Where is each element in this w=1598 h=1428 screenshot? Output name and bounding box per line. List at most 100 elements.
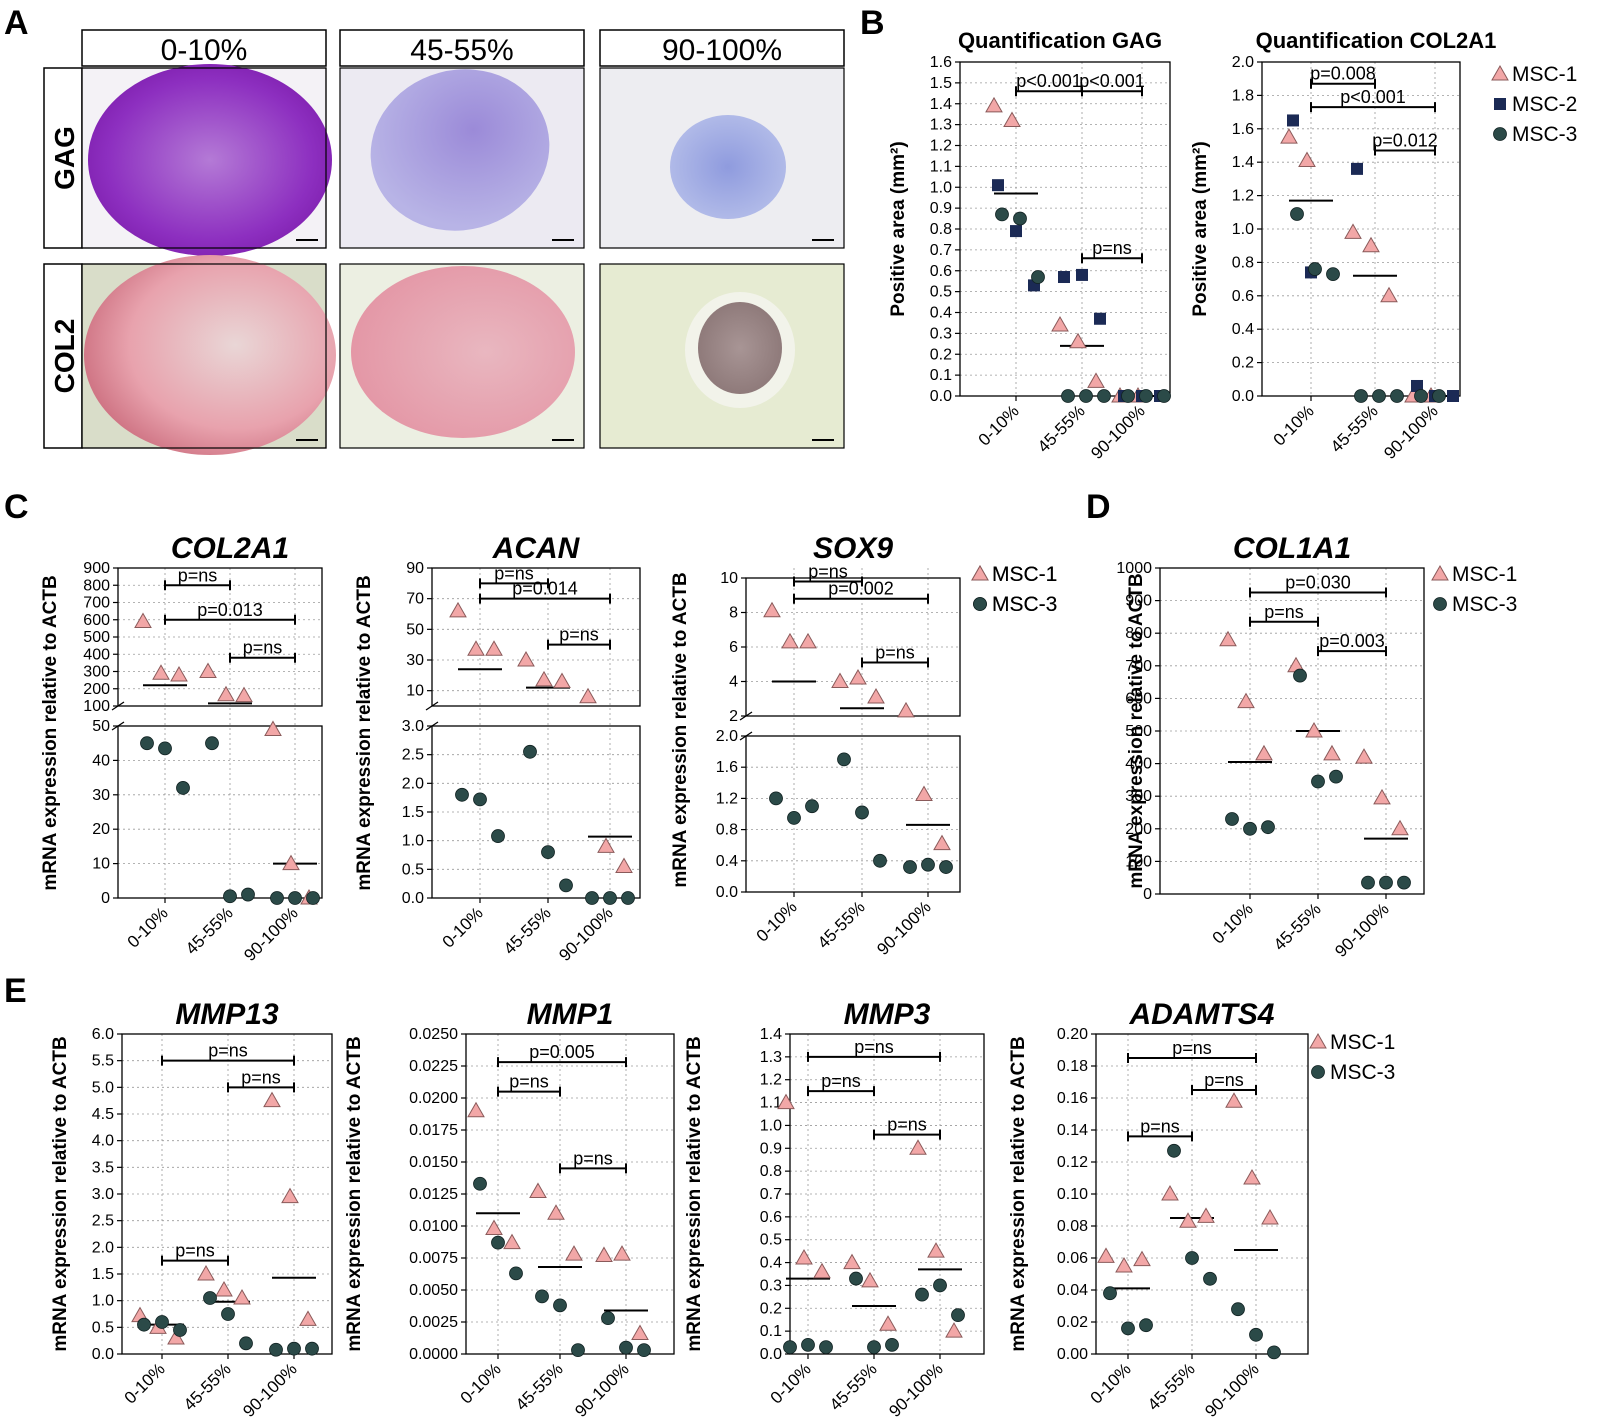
data-point-msc-3 bbox=[783, 1340, 797, 1355]
y-tick-label: 0.4 bbox=[930, 305, 952, 322]
data-point-msc-1 bbox=[1362, 236, 1380, 253]
data-point-msc-1 bbox=[1133, 1250, 1151, 1267]
y-tick-label: 0.0025 bbox=[409, 1314, 458, 1331]
y-tick-label: 1.0 bbox=[402, 833, 424, 850]
data-point-msc-1 bbox=[795, 1248, 813, 1265]
p-value-label: p=ns bbox=[1092, 238, 1132, 258]
y-tick-label: 10 bbox=[406, 683, 424, 700]
p-value-label: p=ns bbox=[559, 625, 599, 645]
data-point-msc-3 bbox=[1061, 389, 1075, 403]
data-point-msc-3 bbox=[509, 1266, 523, 1281]
data-point-msc-1 bbox=[1391, 819, 1409, 836]
y-tick-label: 0.16 bbox=[1057, 1090, 1088, 1107]
data-point-msc-1 bbox=[615, 857, 633, 873]
data-point-msc-1 bbox=[170, 665, 188, 682]
legend-marker-msc-2 bbox=[1494, 98, 1506, 110]
data-point-msc-1 bbox=[233, 1288, 251, 1305]
data-point-msc-1 bbox=[467, 640, 485, 656]
y-tick-label: 50 bbox=[92, 718, 110, 735]
y-tick-label: 3.0 bbox=[92, 1186, 114, 1203]
y-tick-label: 4.0 bbox=[92, 1133, 114, 1150]
y-tick-label: 0.2 bbox=[760, 1300, 782, 1317]
data-point-msc-3 bbox=[287, 1341, 301, 1356]
significance-bracket bbox=[1310, 78, 1376, 89]
x-tick-label: 90-100% bbox=[240, 903, 302, 965]
y-tick-label: 0.6 bbox=[760, 1209, 782, 1226]
data-point-msc-2 bbox=[1094, 312, 1106, 325]
p-value-label: p=ns bbox=[1172, 1038, 1212, 1058]
y-tick-label: 0.0175 bbox=[409, 1122, 458, 1139]
data-point-msc-1 bbox=[485, 1219, 503, 1236]
x-tick-label: 0-10% bbox=[124, 903, 172, 951]
y-tick-label: 1.4 bbox=[1232, 154, 1254, 171]
data-point-msc-3 bbox=[1414, 389, 1428, 403]
micrograph-gag-0-10 bbox=[81, 64, 332, 256]
axis-frame bbox=[789, 1033, 985, 1355]
x-tick-label: 90-100% bbox=[1380, 401, 1442, 463]
significance-bracket bbox=[1249, 587, 1387, 598]
x-tick-label: 45-55% bbox=[182, 903, 237, 958]
data-point-msc-1 bbox=[843, 1253, 861, 1270]
data-point-msc-3 bbox=[1097, 389, 1111, 403]
y-tick-label: 0.4 bbox=[716, 853, 738, 870]
x-tick-label: 90-100% bbox=[571, 1359, 633, 1421]
chart-acan: 0.0 0.5 1.0 1.5 2.0 2.5 3.0 10 30 50 70 90 0-10% 45-5… bbox=[354, 532, 641, 965]
significance-bracket bbox=[807, 1086, 875, 1097]
x-tick-label: 90-100% bbox=[1331, 899, 1393, 961]
significance-bracket bbox=[793, 593, 929, 604]
y-tick-label: 30 bbox=[406, 652, 424, 669]
data-point-msc-2 bbox=[1351, 162, 1363, 175]
data-point-msc-3 bbox=[1372, 389, 1386, 403]
legend-marker-msc-1 bbox=[1431, 564, 1449, 581]
legend-label: MSC-1 bbox=[1512, 63, 1577, 86]
significance-bracket bbox=[497, 1086, 561, 1097]
axis-break-mark bbox=[739, 731, 753, 741]
data-point-msc-3 bbox=[176, 781, 190, 795]
p-value-label: p=ns bbox=[573, 1148, 613, 1168]
y-tick-label: 0.7 bbox=[930, 242, 952, 259]
axis-frame bbox=[1159, 567, 1425, 895]
data-point-msc-3 bbox=[787, 811, 801, 825]
p-value-label: p<0.001 bbox=[1340, 87, 1406, 107]
data-point-msc-3 bbox=[921, 857, 935, 872]
y-tick-label: 0.04 bbox=[1057, 1282, 1088, 1299]
data-point-msc-1 bbox=[535, 670, 553, 687]
data-point-msc-3 bbox=[939, 860, 953, 874]
chart-title: ADAMTS4 bbox=[1128, 998, 1274, 1031]
y-tick-label: 2.0 bbox=[716, 728, 738, 745]
y-tick-label: 700 bbox=[1125, 658, 1152, 675]
data-point-msc-3 bbox=[473, 1176, 487, 1191]
x-tick-label: 0-10% bbox=[975, 401, 1023, 449]
x-tick-label: 45-55% bbox=[1144, 1359, 1199, 1414]
y-tick-label: 700 bbox=[83, 595, 110, 612]
y-tick-label: 0 bbox=[1143, 886, 1152, 903]
data-point-msc-3 bbox=[269, 1342, 283, 1357]
data-point-msc-3 bbox=[1139, 1318, 1153, 1333]
y-tick-label: 5.0 bbox=[92, 1079, 114, 1096]
data-point-msc-3 bbox=[1390, 389, 1404, 403]
data-point-msc-3 bbox=[1311, 774, 1325, 789]
data-point-msc-1 bbox=[1225, 1092, 1243, 1108]
legend-marker-msc-3 bbox=[1433, 597, 1447, 611]
data-point-msc-1 bbox=[517, 650, 535, 667]
chart-title: COL1A1 bbox=[1233, 532, 1351, 565]
data-point-msc-1 bbox=[299, 1310, 317, 1326]
data-point-msc-1 bbox=[264, 720, 282, 736]
axis-frame-lower bbox=[745, 735, 961, 893]
y-tick-label: 600 bbox=[83, 612, 110, 629]
data-point-msc-3 bbox=[1121, 389, 1135, 403]
y-tick-label: 1.6 bbox=[930, 54, 952, 71]
micrograph-col2-90-100 bbox=[599, 263, 845, 449]
y-tick-label: 0.0150 bbox=[409, 1154, 458, 1171]
y-tick-label: 0.06 bbox=[1057, 1250, 1088, 1267]
axis-frame-lower bbox=[117, 725, 323, 899]
data-point-msc-3 bbox=[288, 891, 302, 905]
p-value-label: p=ns bbox=[1264, 602, 1304, 622]
y-tick-label: 8 bbox=[729, 605, 738, 622]
data-point-msc-2 bbox=[1411, 379, 1423, 392]
data-point-msc-1 bbox=[933, 834, 951, 851]
y-tick-label: 1000 bbox=[1116, 560, 1152, 577]
y-tick-label: 70 bbox=[406, 591, 424, 608]
axis-break-mark bbox=[739, 711, 753, 721]
